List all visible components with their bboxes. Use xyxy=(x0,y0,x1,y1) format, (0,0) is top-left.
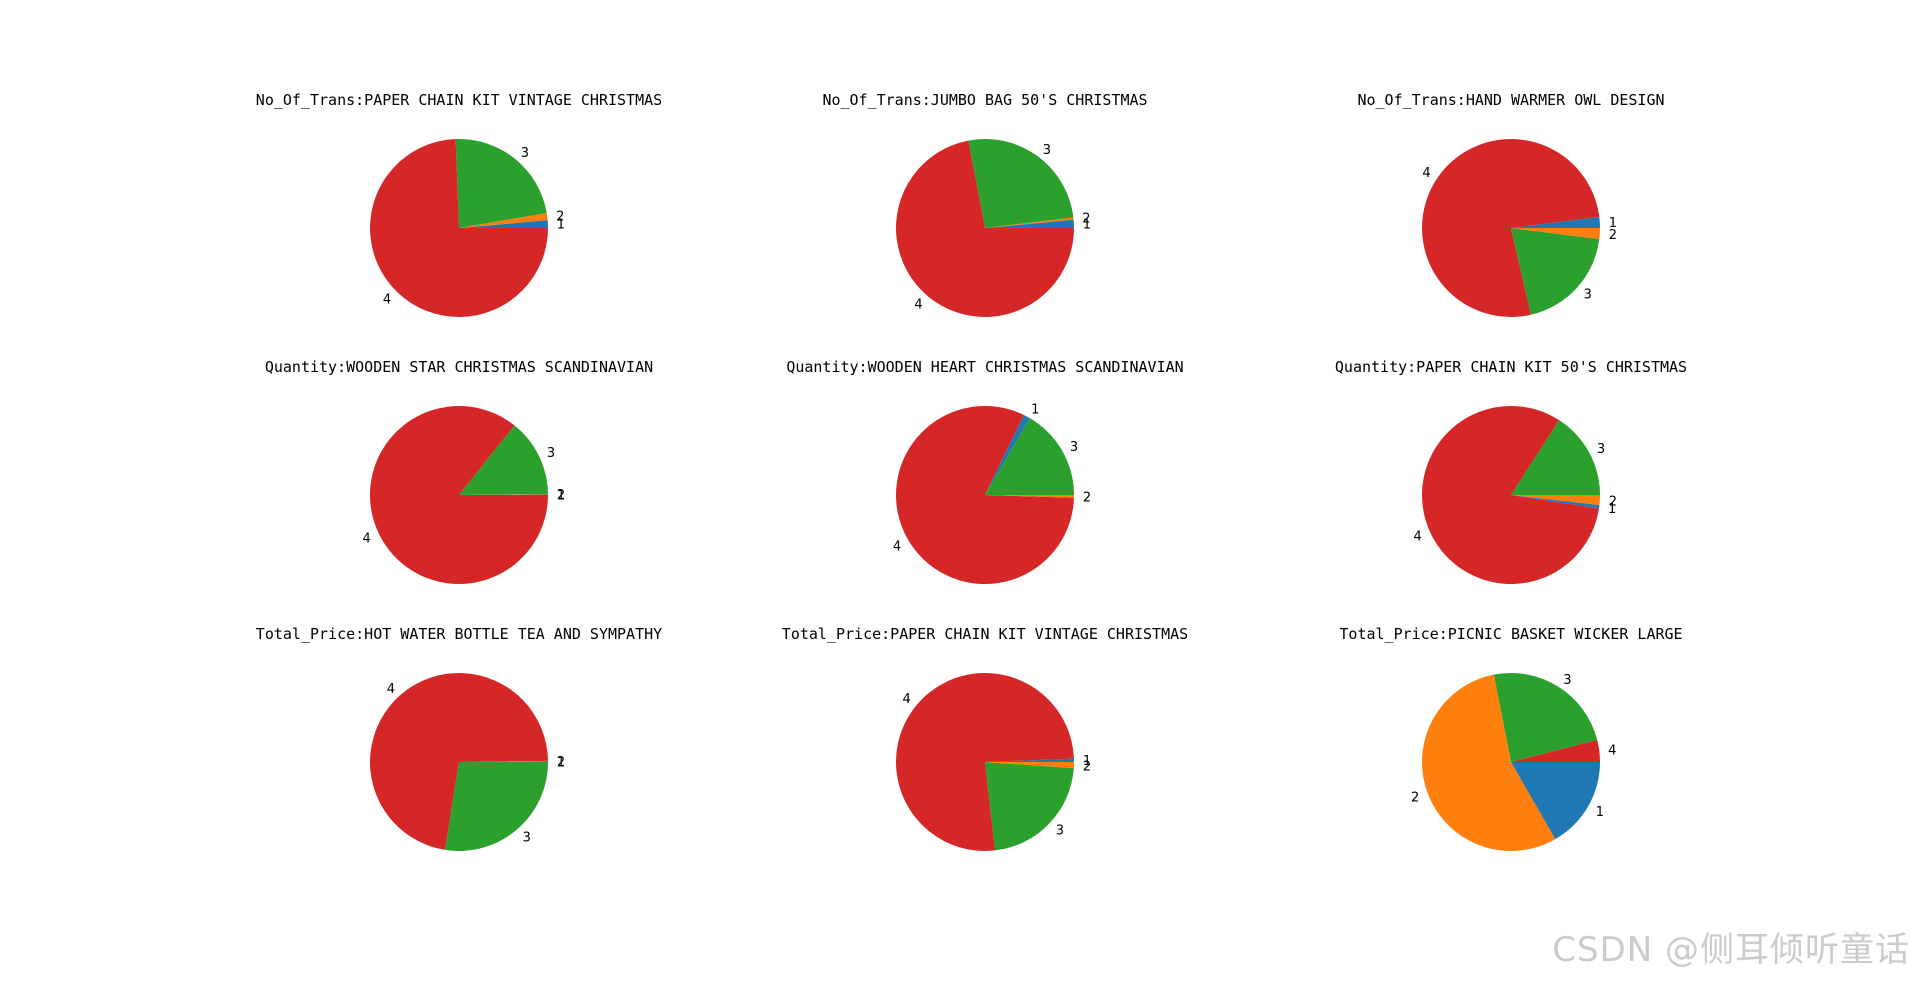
chart-title: No_Of_Trans:JUMBO BAG 50'S CHRISTMAS xyxy=(822,91,1147,109)
pie-slice-4 xyxy=(1422,138,1600,317)
slice-label: 2 xyxy=(1083,759,1091,774)
chart-title: Total_Price:PICNIC BASKET WICKER LARGE xyxy=(1339,625,1682,643)
slice-label: 4 xyxy=(1422,166,1430,181)
pie-slice-2 xyxy=(459,212,548,228)
slice-label: 1 xyxy=(557,489,565,504)
slice-label: 4 xyxy=(1414,529,1422,544)
slice-label: 2 xyxy=(556,209,564,224)
chart-title: Total_Price:HOT WATER BOTTLE TEA AND SYM… xyxy=(256,625,662,643)
pie-slice-1 xyxy=(459,220,548,228)
pie-chart-3: No_Of_Trans:HAND WARMER OWL DESIGN 1 4 3 2 xyxy=(1357,91,1665,317)
pie-slice-1 xyxy=(1511,216,1600,228)
chart-title: No_Of_Trans:HAND WARMER OWL DESIGN xyxy=(1357,91,1664,109)
slice-label: 4 xyxy=(893,540,901,555)
slice-label: 2 xyxy=(1082,212,1090,227)
pie-slice-4 xyxy=(370,406,548,585)
slice-label: 2 xyxy=(557,488,565,503)
slice-label: 3 xyxy=(1597,442,1605,457)
pie-slice-3 xyxy=(459,425,548,495)
pie-slice-2 xyxy=(985,762,1074,769)
pie-chart-9: Total_Price:PICNIC BASKET WICKER LARGE 4 3… xyxy=(1339,625,1683,851)
pie-slice-1 xyxy=(1511,495,1600,509)
pie-slice-3 xyxy=(1511,228,1600,315)
slice-label: 3 xyxy=(1563,673,1571,688)
pie-slice-2 xyxy=(1422,674,1556,851)
pie-chart-8: Total_Price:PAPER CHAIN KIT VINTAGE CHRI… xyxy=(782,625,1188,851)
pie-chart-2: No_Of_Trans:JUMBO BAG 50'S CHRISTMAS 12 3 4 xyxy=(822,91,1148,318)
slice-label: 1 xyxy=(1083,754,1091,769)
slice-label: 2 xyxy=(1609,228,1617,243)
pie-slice-3 xyxy=(985,418,1074,495)
pie-slice-2 xyxy=(985,495,1075,498)
slice-label: 2 xyxy=(557,755,565,770)
slice-label: 4 xyxy=(383,293,391,308)
watermark: CSDN @侧耳倾听童话 xyxy=(1552,930,1910,970)
slice-label: 3 xyxy=(1584,288,1592,303)
slice-label: 3 xyxy=(523,830,531,845)
pie-slice-4 xyxy=(896,140,1074,318)
pie-slice-4 xyxy=(896,672,1074,851)
pie-slice-2 xyxy=(985,217,1074,228)
slice-label: 3 xyxy=(547,446,555,461)
pie-slice-1 xyxy=(459,494,549,495)
pie-slice-4 xyxy=(1421,406,1599,585)
chart-title: Quantity:WOODEN STAR CHRISTMAS SCANDINAV… xyxy=(265,358,653,376)
slice-label: 3 xyxy=(1043,143,1051,158)
chart-title: Total_Price:PAPER CHAIN KIT VINTAGE CHRI… xyxy=(782,625,1188,643)
pie-slice-4 xyxy=(896,406,1074,585)
pie-slice-4 xyxy=(1511,739,1600,762)
pie-slice-1 xyxy=(1511,762,1601,840)
slice-label: 1 xyxy=(1031,403,1039,418)
pie-slice-4 xyxy=(370,139,548,317)
pie-slice-3 xyxy=(1493,672,1598,762)
pie-chart-1: No_Of_Trans:PAPER CHAIN KIT VINTAGE CHRI… xyxy=(256,91,662,317)
chart-title: Quantity:PAPER CHAIN KIT 50'S CHRISTMAS xyxy=(1335,358,1687,376)
pie-slice-3 xyxy=(445,762,548,851)
pie-slice-3 xyxy=(985,762,1074,851)
slice-label: 4 xyxy=(914,297,922,312)
pie-slice-1 xyxy=(985,758,1074,762)
chart-title: Quantity:WOODEN HEART CHRISTMAS SCANDINA… xyxy=(786,358,1183,376)
pie-slice-3 xyxy=(1511,420,1600,495)
pie-chart-7: Total_Price:HOT WATER BOTTLE TEA AND SYM… xyxy=(256,625,662,851)
pie-chart-6: Quantity:PAPER CHAIN KIT 50'S CHRISTMAS 3… xyxy=(1335,358,1687,585)
pie-slice-3 xyxy=(968,139,1074,228)
chart-title: No_Of_Trans:PAPER CHAIN KIT VINTAGE CHRI… xyxy=(256,91,662,109)
slice-label: 3 xyxy=(521,146,529,161)
slice-label: 1 xyxy=(557,756,565,771)
slice-label: 2 xyxy=(1411,790,1419,805)
pie-slice-1 xyxy=(985,219,1074,228)
slice-label: 1 xyxy=(1609,216,1617,231)
pie-slice-2 xyxy=(459,760,548,762)
pie-slice-2 xyxy=(1511,495,1600,506)
pie-slice-1 xyxy=(459,761,549,762)
pie-chart-5: Quantity:WOODEN HEART CHRISTMAS SCANDINA… xyxy=(786,358,1184,585)
slice-label: 1 xyxy=(1083,217,1091,232)
slice-label: 4 xyxy=(903,692,911,707)
slice-label: 4 xyxy=(1608,744,1616,759)
slice-label: 2 xyxy=(1083,491,1091,506)
slice-label: 4 xyxy=(363,532,371,547)
pie-chart-4: Quantity:WOODEN STAR CHRISTMAS SCANDINAV… xyxy=(265,358,653,585)
pie-slice-2 xyxy=(459,493,548,495)
pie-slice-1 xyxy=(985,414,1030,495)
slice-label: 3 xyxy=(1056,824,1064,839)
pie-slice-4 xyxy=(369,672,548,850)
pie-slice-3 xyxy=(455,138,547,228)
slice-label: 4 xyxy=(387,682,395,697)
pie-slice-2 xyxy=(1511,228,1600,240)
slice-label: 3 xyxy=(1070,440,1078,455)
slice-label: 1 xyxy=(557,218,565,233)
slice-label: 1 xyxy=(1608,502,1616,517)
slice-label: 1 xyxy=(1596,805,1604,820)
slice-label: 2 xyxy=(1609,495,1617,510)
